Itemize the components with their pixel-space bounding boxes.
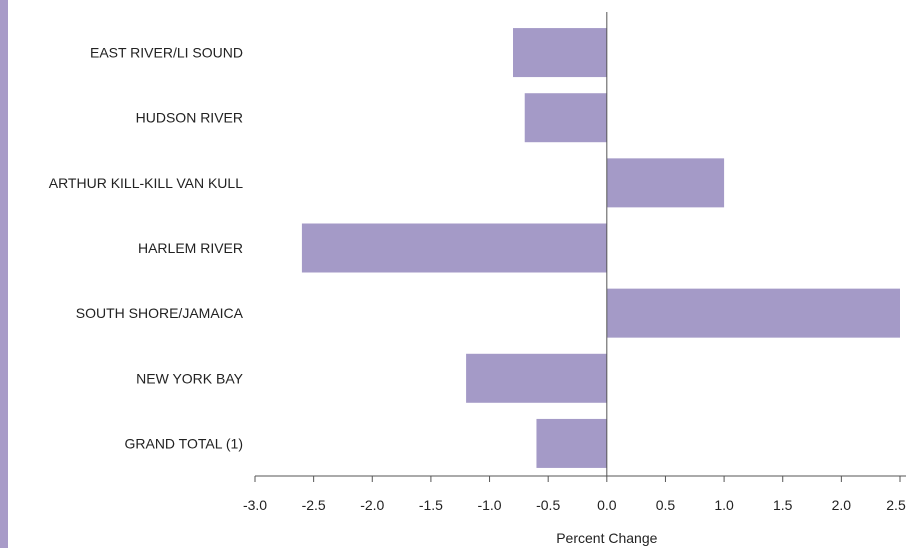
category-labels: EAST RIVER/LI SOUND HUDSON RIVER ARTHUR KI… <box>49 45 244 452</box>
x-tick-label: 0.5 <box>656 497 676 513</box>
x-tick-label: 2.0 <box>832 497 852 513</box>
category-label: HUDSON RIVER <box>136 110 243 126</box>
x-tick-label: -3.0 <box>243 497 267 513</box>
bar-5 <box>466 353 607 403</box>
x-axis-title: Percent Change <box>556 530 657 546</box>
x-tick-label: -1.0 <box>477 497 501 513</box>
category-label: ARTHUR KILL-KILL VAN KULL <box>49 175 243 191</box>
x-tick-label: 1.0 <box>714 497 734 513</box>
bar-4 <box>606 288 900 338</box>
x-tick-label: -2.5 <box>302 497 326 513</box>
x-tick-label: 1.5 <box>773 497 793 513</box>
left-accent-bar <box>0 0 8 548</box>
x-tick-label: 2.5 <box>886 497 906 513</box>
bar-1 <box>524 93 607 143</box>
category-label: SOUTH SHORE/JAMAICA <box>76 305 244 321</box>
category-label: GRAND TOTAL (1) <box>124 435 243 451</box>
bar-0 <box>513 28 607 78</box>
x-tick-label: 0.0 <box>597 497 617 513</box>
x-tick-label: -2.0 <box>360 497 384 513</box>
bar-3 <box>301 223 607 273</box>
category-label: HARLEM RIVER <box>138 240 243 256</box>
x-tick-label: -1.5 <box>419 497 443 513</box>
x-tick-label: -0.5 <box>536 497 560 513</box>
x-ticks: -3.0 -2.5 -2.0 -1.5 -1.0 -0.5 0.0 0.5 1.0 1.5 2.0 2… <box>243 476 906 513</box>
category-label: NEW YORK BAY <box>136 370 244 386</box>
category-label: EAST RIVER/LI SOUND <box>90 45 243 61</box>
bar-6 <box>536 418 607 468</box>
bar-2 <box>606 158 725 208</box>
bars-group <box>301 28 900 468</box>
